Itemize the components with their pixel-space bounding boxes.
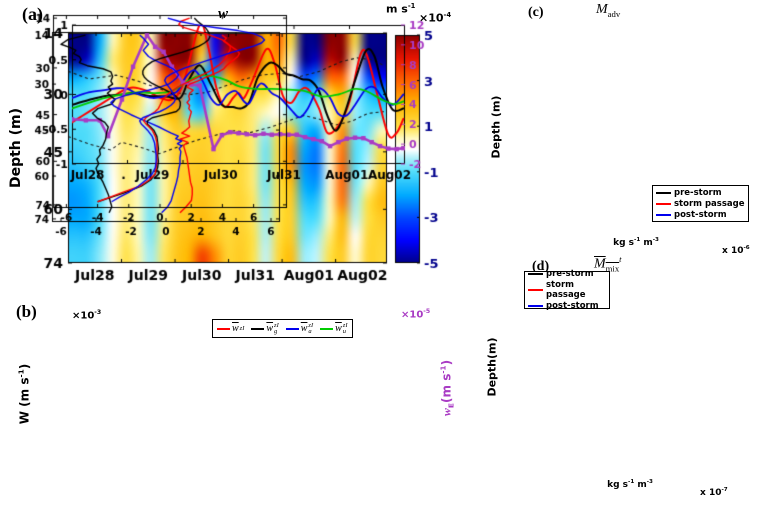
legend-line-swatch [656, 213, 671, 216]
rich-segment: W (m s [17, 377, 32, 425]
legend-symbol-supsub: zI g [274, 321, 279, 335]
rich-segment: -3 [652, 237, 659, 243]
panel-c-xlabel: kg s-1 m-3 [576, 237, 696, 248]
rich-segment: ) [439, 359, 454, 366]
legendc-item-0: pre-storm [656, 188, 745, 198]
panel-b-left-scale: ×10-3 [72, 309, 101, 321]
rich-segment: kg s [607, 480, 628, 490]
legend-line-swatch [656, 202, 671, 205]
rich-segment: t [619, 254, 622, 264]
legendd-item-2: post-storm [528, 301, 606, 311]
rich-segment: ×10 [401, 309, 424, 321]
legendc-item-2: post-storm [656, 210, 745, 220]
panel-c-legend: pre-storm storm passage post-storm [652, 185, 749, 222]
legend-line-swatch [528, 289, 543, 291]
rich-segment: E [446, 402, 456, 409]
rich-segment: -3 [646, 479, 653, 485]
panel-c-letter: (c) [528, 5, 544, 20]
panel-d-legend: pre-storm storm passage post-storm [524, 269, 610, 311]
rich-segment: (m s [439, 373, 454, 403]
panel-c-title: Madv [596, 2, 620, 19]
panel-d-title: Mmixt [594, 254, 622, 273]
panel-c-ylabel: Depth (m) [489, 95, 503, 159]
legend-symbol-base: w [300, 323, 308, 334]
rich-segment: m [640, 238, 653, 248]
legend-line-swatch [251, 327, 265, 330]
legend-symbol-base: w [335, 323, 342, 334]
rich-segment: x 10 [700, 488, 722, 498]
rich-segment: -7 [721, 487, 728, 493]
rich-segment: mix [605, 263, 620, 274]
rich-segment: -1 [634, 237, 641, 243]
panel-b-right-scale: ×10-5 [401, 308, 430, 320]
rich-segment: M [596, 2, 608, 17]
legend-label: pre-storm [546, 269, 594, 279]
rich-segment: ×10 [72, 310, 95, 322]
legend-b-item-0: w zI [217, 323, 244, 334]
legendc-item-1: storm passage [656, 199, 745, 209]
legend-b-item-2: w zI a [285, 321, 314, 335]
rich-segment: -5 [423, 308, 431, 315]
rich-segment: -1 [438, 365, 448, 374]
panel-b-legend: w zI w zI g w zI a w zI u [212, 319, 353, 338]
rich-segment: M [594, 256, 606, 272]
rich-segment: ×10 [419, 11, 444, 25]
colorbar-unit-label: m s-1 [386, 2, 415, 16]
rich-segment: -3 [94, 309, 102, 316]
panel-b-ylabel-right: wE(m s-1) [438, 360, 455, 416]
panel-d-scale: x 10-7 [700, 487, 728, 498]
legendd-item-1: storm passage [528, 280, 606, 300]
colorbar-scale-label: ×10-4 [419, 11, 451, 25]
legend-line-swatch [528, 305, 543, 307]
legend-line-swatch [217, 327, 230, 330]
panel-c-scale: x 10-6 [722, 245, 750, 256]
panel-d-letter: (d) [532, 259, 550, 274]
rich-segment: -1 [628, 479, 635, 485]
legend-line-swatch [656, 191, 671, 194]
legend-label: pre-storm [674, 187, 722, 198]
panel-b-letter: (b) [16, 302, 37, 321]
legendd-item-0: pre-storm [528, 269, 606, 279]
rich-segment: -1 [16, 369, 26, 378]
legend-symbol-base: w [266, 323, 274, 334]
legend-label: storm passage [674, 198, 745, 209]
legend-symbol-supsub: zI [239, 324, 245, 332]
legend-b-item-1: w zI g [251, 321, 279, 335]
legend-line-swatch [528, 273, 543, 275]
rich-segment: kg s [613, 238, 634, 248]
rich-segment: ) [17, 363, 32, 370]
panel-a-ylabel: Depth (m) [8, 107, 24, 189]
legend-label: post-storm [674, 209, 727, 220]
rich-segment: w [439, 408, 454, 417]
legend-line-swatch [320, 327, 334, 330]
mmix-profile-canvas [0, 0, 295, 253]
legend-symbol-supsub: zI u [342, 321, 348, 335]
panel-d-xlabel: kg s-1 m-3 [570, 479, 690, 490]
rich-segment: -4 [443, 11, 452, 19]
panel-a-title: w [218, 6, 229, 22]
legend-symbol-base: w [232, 323, 239, 334]
rich-segment: m s [386, 2, 408, 16]
legend-line-swatch [285, 327, 299, 330]
legend-label: post-storm [546, 301, 599, 311]
rich-segment: adv [607, 8, 621, 19]
rich-segment: -6 [743, 245, 750, 251]
rich-segment: x 10 [722, 246, 744, 256]
rich-segment: m [634, 480, 647, 490]
panel-a-letter: (a) [22, 4, 43, 24]
panel-d-ylabel: Depth(m) [485, 337, 499, 397]
legend-symbol-supsub: zI a [308, 321, 314, 335]
legend-label: storm passage [546, 280, 586, 300]
legend-b-item-3: w zI u [320, 321, 348, 335]
panel-b-ylabel-left: W (m s-1) [17, 364, 32, 424]
rich-segment: -1 [407, 2, 416, 10]
